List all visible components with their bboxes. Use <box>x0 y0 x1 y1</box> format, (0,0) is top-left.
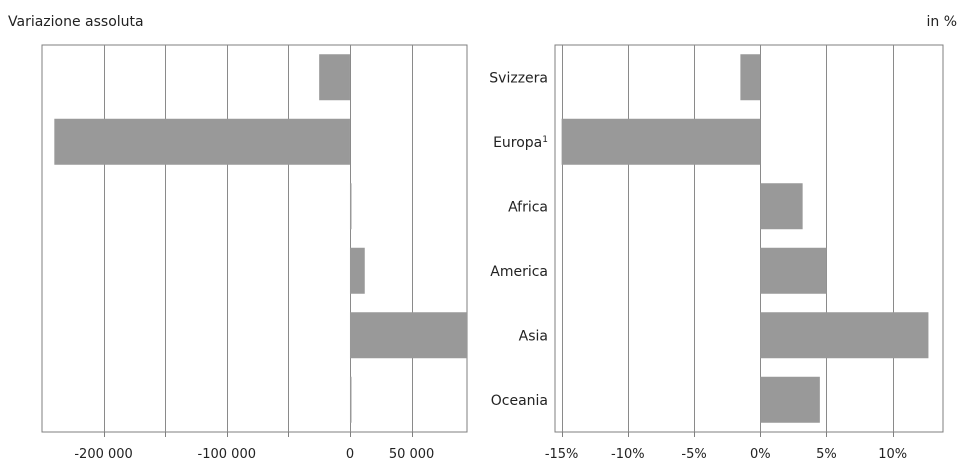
abs-tick-label: 0 <box>346 447 354 462</box>
category-label-europa: Europa1 <box>493 135 548 151</box>
abs-tick-label: -100 000 <box>198 447 256 462</box>
pct-bar-oceania <box>760 376 820 423</box>
abs-bar-europa <box>54 118 350 165</box>
pct-bar-europa <box>561 118 761 165</box>
absolute-change-chart: -200 000 -100 000 0 50 000 <box>41 44 468 462</box>
category-label-asia: Asia <box>519 328 548 344</box>
pct-bar-africa <box>760 183 803 230</box>
pct-tick-label: 10% <box>878 447 907 462</box>
category-label-africa: Africa <box>508 199 548 215</box>
abs-tick-label: -200 000 <box>74 447 132 462</box>
pct-bar-svizzera <box>740 54 761 101</box>
pct-tick-label: -15% <box>545 447 579 462</box>
pct-tick-label: -10% <box>611 447 645 462</box>
abs-tick-label: 50 000 <box>389 447 435 462</box>
pct-tick-label: 5% <box>816 447 837 462</box>
pct-bar-asia <box>760 312 929 359</box>
pct-tick-label: -5% <box>681 447 706 462</box>
category-label-oceania: Oceania <box>491 393 548 409</box>
left-chart-header: Variazione assoluta <box>8 14 144 30</box>
pct-plot-frame <box>554 44 944 433</box>
abs-bar-africa <box>349 183 352 230</box>
pct-tick-label: 0% <box>750 447 771 462</box>
abs-bar-oceania <box>349 376 352 423</box>
category-footnote-marker: 1 <box>542 135 548 145</box>
right-chart-header: in % <box>926 14 957 30</box>
abs-bar-america <box>349 247 365 294</box>
pct-bar-america <box>760 247 827 294</box>
category-label-america: America <box>490 264 548 280</box>
abs-bar-asia <box>349 312 467 359</box>
percent-change-chart: -15% -10% -5% 0% 5% 10% <box>545 44 944 462</box>
category-label-svizzera: Svizzera <box>489 70 548 86</box>
category-labels: Svizzera Europa1 Africa America Asia Oceania <box>489 70 548 409</box>
abs-plot-frame <box>41 44 468 433</box>
abs-bar-svizzera <box>319 54 350 101</box>
